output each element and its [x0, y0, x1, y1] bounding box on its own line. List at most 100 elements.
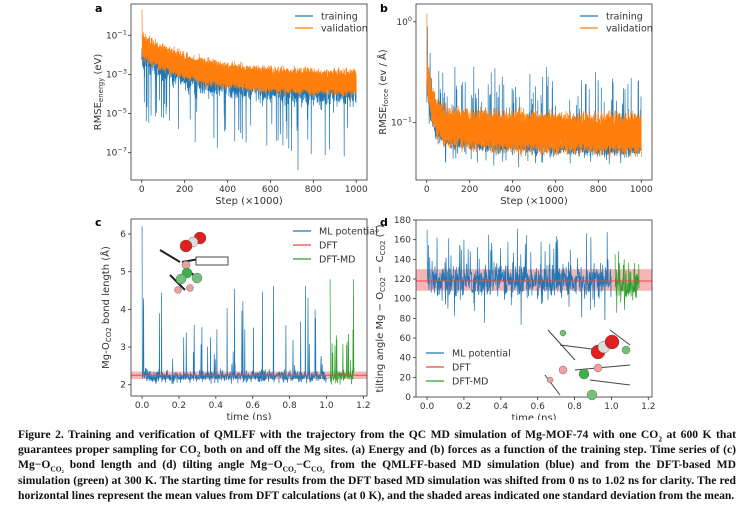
caption-subscript: CO₂: [50, 464, 64, 474]
atom: [546, 376, 554, 384]
x-tick-label: 0.0: [420, 402, 435, 412]
legend-label: ML potential: [319, 227, 378, 238]
x-tick-label: 0.8: [282, 401, 297, 411]
y-tick-label: 3: [120, 343, 126, 353]
panel-label: b: [380, 2, 388, 15]
legend-label: DFT: [452, 363, 471, 374]
y-axis-label: RMSEforce (ev / Å): [376, 49, 390, 135]
y-tick-label: 10−1: [391, 116, 412, 129]
magnesium-atom: [191, 272, 203, 284]
x-tick-label: 0: [424, 185, 430, 195]
panel-label: a: [95, 2, 102, 15]
y-tick-label: 100: [396, 15, 412, 28]
legend-label: validation: [606, 24, 653, 35]
atom: [174, 286, 182, 294]
caption-text: at 600 K that guarantees proper sampling…: [18, 428, 736, 457]
panel-a: 0 200 400 600 800 1000 10−1 10−3 10−5 10−7 Step (×…: [93, 2, 368, 207]
x-tick-label: 0: [139, 185, 145, 195]
x-tick-label: 0.2: [457, 402, 471, 412]
caption-subscript: 2: [196, 449, 201, 459]
caption-text: Figure 2. Training and verification of Q…: [18, 428, 659, 441]
panel-label: d: [380, 216, 388, 229]
magnesium-atom: [586, 389, 598, 401]
y-tick-label: 140: [394, 255, 411, 265]
panel-c: 0.0 0.2 0.4 0.6 0.8 1.0 1.2 2 3 4 5 6 time (ns) Mg-OC…: [95, 216, 378, 420]
caption-text: from the QMLFF-based MD simulation (blue…: [18, 458, 736, 502]
magnesium-atom: [578, 368, 590, 380]
x-tick-label: 600: [262, 185, 279, 195]
caption-subscript: 2: [658, 434, 663, 444]
molecule-bond: [589, 379, 631, 386]
x-axis-label: Step (×1000): [215, 196, 283, 207]
y-tick-label: 160: [394, 236, 411, 246]
legend-label: DFT-MD: [452, 377, 488, 388]
x-tick-label: 1.2: [641, 402, 655, 412]
molecule-bond: [159, 249, 181, 263]
plot-area: [141, 9, 357, 171]
x-axis-label: time (ns): [226, 412, 271, 420]
x-tick-label: 0.2: [172, 401, 186, 411]
legend-label: DFT-MD: [319, 255, 355, 266]
legend-label: ML potential: [452, 349, 511, 360]
atom: [186, 284, 194, 292]
x-tick-label: 400: [219, 185, 236, 195]
y-tick-label: 10−5: [106, 107, 127, 120]
atom: [558, 365, 568, 375]
y-tick-label: 4: [120, 305, 126, 315]
axes-frame: [415, 219, 653, 398]
y-tick-label: 6: [120, 230, 126, 240]
atom: [181, 260, 191, 270]
plot-area: [131, 226, 367, 385]
y-tick-label: 20: [400, 373, 412, 383]
y-tick-label: 40: [400, 354, 412, 364]
caption-text: −C: [296, 458, 312, 472]
plot-area: [416, 228, 652, 327]
inset-background: [540, 320, 638, 396]
oxygen-atom: [179, 239, 193, 253]
x-tick-label: 1.0: [604, 402, 619, 412]
caption-text: both on and off the Mg sites. (a) Energy…: [18, 443, 736, 472]
magnesium-atom: [175, 273, 187, 285]
x-tick-label: 1.2: [356, 401, 370, 411]
legend-label: validation: [321, 24, 368, 35]
x-tick-label: 400: [504, 185, 521, 195]
x-tick-label: 0.4: [209, 401, 224, 411]
y-tick-label: 100: [394, 295, 411, 305]
y-axis-label: tilting angle Mg − OCO2 − CCO2 (°): [375, 224, 387, 392]
series-dft-md-line: [614, 251, 640, 313]
molecule-bond: [609, 329, 631, 346]
x-tick-label: 200: [176, 185, 193, 195]
series-validation-line: [426, 13, 642, 158]
magnesium-atom: [621, 345, 631, 355]
legend-label: training: [321, 12, 358, 23]
x-tick-label: 0.0: [135, 401, 150, 411]
panel-d: 0.0 0.2 0.4 0.6 0.8 1.0 1.2 0 20 40 60 80 100 120 140 1…: [375, 216, 655, 420]
x-tick-label: 1000: [630, 185, 653, 195]
x-tick-label: 0.6: [246, 401, 261, 411]
x-tick-label: 1.0: [319, 401, 334, 411]
caption-text: bond length and (d) tilting angle Mg−O: [63, 458, 283, 472]
y-tick-label: 0: [405, 393, 411, 403]
oxygen-atom: [604, 334, 620, 350]
y-tick-label: 5: [120, 268, 126, 278]
y-axis-label: RMSEenergy (eV): [93, 54, 105, 131]
y-tick-label: 10−7: [106, 146, 127, 159]
y-tick-label: 60: [400, 334, 412, 344]
y-tick-label: 2: [120, 381, 126, 391]
plot-area: [426, 13, 642, 168]
x-tick-label: 600: [547, 185, 564, 195]
x-tick-label: 1000: [345, 185, 368, 195]
series-ml-potential-line: [141, 226, 327, 385]
legend-label: DFT: [319, 241, 338, 252]
axes-frame: [130, 3, 368, 181]
x-tick-label: 0.4: [494, 402, 509, 412]
x-tick-label: 0.6: [531, 402, 546, 412]
y-axis-label: Mg-OCO2 bond length (Å): [99, 246, 113, 369]
x-tick-label: 0.8: [567, 402, 582, 412]
x-axis-label: Step (×1000): [500, 196, 568, 207]
panel-b: 0 200 400 600 800 1000 100 10−1 Step (×1000) RMSE…: [376, 2, 653, 207]
series-ml-potential-line: [426, 228, 612, 327]
x-tick-label: 800: [590, 185, 607, 195]
series-dft-md-line: [329, 279, 355, 385]
